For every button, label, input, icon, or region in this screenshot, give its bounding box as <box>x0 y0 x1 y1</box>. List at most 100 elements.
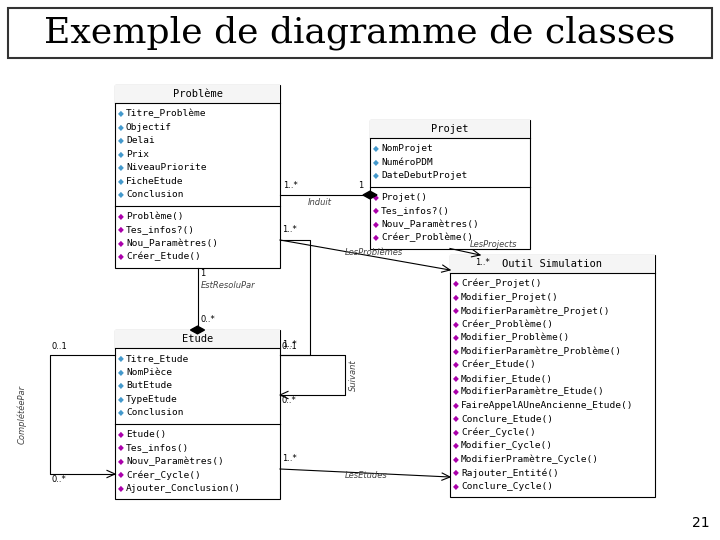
Text: Nou_Paramètres(): Nou_Paramètres() <box>126 239 218 248</box>
Text: Problème(): Problème() <box>126 212 184 221</box>
Text: Tes_infos(): Tes_infos() <box>126 443 189 453</box>
Text: ModifierParamètre_Etude(): ModifierParamètre_Etude() <box>461 387 605 396</box>
Text: ◆: ◆ <box>118 212 124 221</box>
Text: ◆: ◆ <box>373 233 379 242</box>
Text: Objectif: Objectif <box>126 123 172 132</box>
Text: 1..*: 1..* <box>475 258 490 267</box>
Text: Tes_infos?(): Tes_infos?() <box>381 206 450 215</box>
Text: ModifierPramètre_Cycle(): ModifierPramètre_Cycle() <box>461 455 599 464</box>
Text: ◆: ◆ <box>118 408 124 417</box>
Text: ◆: ◆ <box>118 252 124 261</box>
Text: NiveauPriorite: NiveauPriorite <box>126 163 207 172</box>
Text: Rajouter_Entité(): Rajouter_Entité() <box>461 468 559 477</box>
Text: ◆: ◆ <box>453 441 459 450</box>
Text: ◆: ◆ <box>453 333 459 342</box>
Text: 0..1: 0..1 <box>282 342 298 351</box>
Text: ◆: ◆ <box>453 482 459 491</box>
Bar <box>115 330 280 499</box>
Text: 0..*: 0..* <box>282 396 297 405</box>
Text: Créer_Problème(): Créer_Problème() <box>381 233 473 242</box>
Text: LesProjects: LesProjects <box>470 240 518 249</box>
Text: Exemple de diagramme de classes: Exemple de diagramme de classes <box>45 16 675 50</box>
Text: 1: 1 <box>200 268 206 278</box>
Text: 0..1: 0..1 <box>52 342 68 351</box>
Text: ◆: ◆ <box>453 428 459 437</box>
Text: ◆: ◆ <box>118 239 124 248</box>
Text: 21: 21 <box>693 516 710 530</box>
Text: ◆: ◆ <box>453 306 459 315</box>
Text: ◆: ◆ <box>118 430 124 438</box>
Text: ◆: ◆ <box>118 395 124 404</box>
Text: ◆: ◆ <box>453 374 459 383</box>
Text: Problème: Problème <box>173 89 222 99</box>
Text: ◆: ◆ <box>118 368 124 377</box>
Bar <box>370 120 530 138</box>
Text: Modifier_Problème(): Modifier_Problème() <box>461 333 570 342</box>
Bar <box>8 8 712 58</box>
Bar <box>450 255 655 273</box>
Text: Modifier_Etude(): Modifier_Etude() <box>461 374 553 383</box>
Text: 0..*: 0..* <box>52 475 67 484</box>
Polygon shape <box>363 191 377 199</box>
Text: 1..*: 1..* <box>282 454 297 463</box>
Text: Créer_Etude(): Créer_Etude() <box>126 252 201 261</box>
Text: ComplétéePar: ComplétéePar <box>17 385 27 444</box>
Text: Nouv_Paramètres(): Nouv_Paramètres() <box>126 456 224 466</box>
Text: 1: 1 <box>358 181 364 190</box>
Text: ModifierParamètre_Problème(): ModifierParamètre_Problème() <box>461 347 622 356</box>
Text: ◆: ◆ <box>453 347 459 356</box>
Text: ModifierParamètre_Projet(): ModifierParamètre_Projet() <box>461 306 611 315</box>
Text: Créer_Cycle(): Créer_Cycle() <box>461 428 536 437</box>
Text: ◆: ◆ <box>453 279 459 288</box>
Text: ◆: ◆ <box>118 484 124 492</box>
Text: Créer_Problème(): Créer_Problème() <box>461 320 553 329</box>
Text: NomProjet: NomProjet <box>381 144 433 153</box>
Text: Titre_Problème: Titre_Problème <box>126 109 207 118</box>
Text: ◆: ◆ <box>118 381 124 390</box>
Text: Ajouter_Conclusion(): Ajouter_Conclusion() <box>126 484 241 492</box>
Text: ◆: ◆ <box>453 360 459 369</box>
Bar <box>115 85 280 267</box>
Text: ◆: ◆ <box>453 293 459 302</box>
Text: 0..*: 0..* <box>200 315 215 324</box>
Text: ◆: ◆ <box>118 470 124 480</box>
Bar <box>115 330 280 348</box>
Text: ◆: ◆ <box>118 109 124 118</box>
Text: Nouv_Paramètres(): Nouv_Paramètres() <box>381 220 479 229</box>
Text: ◆: ◆ <box>373 158 379 167</box>
Text: Etude(): Etude() <box>126 430 166 438</box>
Text: ◆: ◆ <box>373 171 379 180</box>
Text: ◆: ◆ <box>373 206 379 215</box>
Text: ◆: ◆ <box>118 136 124 145</box>
Text: Modifier_Projet(): Modifier_Projet() <box>461 293 559 302</box>
Text: ◆: ◆ <box>118 190 124 199</box>
Text: Créer_Etude(): Créer_Etude() <box>461 360 536 369</box>
Bar <box>450 255 655 497</box>
Text: NomPièce: NomPièce <box>126 368 172 377</box>
Text: ◆: ◆ <box>453 455 459 464</box>
Text: 1..*: 1..* <box>283 181 298 190</box>
Text: Créer_Cycle(): Créer_Cycle() <box>126 470 201 480</box>
Text: LesEtudes: LesEtudes <box>345 471 388 480</box>
Text: DateDebutProjet: DateDebutProjet <box>381 171 467 180</box>
Text: ◆: ◆ <box>453 414 459 423</box>
Text: EstResoluPar: EstResoluPar <box>200 280 255 289</box>
Text: ◆: ◆ <box>373 193 379 202</box>
Text: 1..*: 1..* <box>282 225 297 234</box>
Text: FicheEtude: FicheEtude <box>126 177 184 186</box>
Text: Prix: Prix <box>126 150 149 159</box>
Bar <box>115 85 280 103</box>
Text: ◆: ◆ <box>118 225 124 234</box>
Text: LesProblèmes: LesProblèmes <box>345 248 403 257</box>
Text: Conclure_Etude(): Conclure_Etude() <box>461 414 553 423</box>
Text: FaireAppelAUneAncienne_Etude(): FaireAppelAUneAncienne_Etude() <box>461 401 634 410</box>
Text: TypeEtude: TypeEtude <box>126 395 178 404</box>
Text: Projet: Projet <box>431 124 469 134</box>
Text: Projet(): Projet() <box>381 193 427 202</box>
Text: Suivant: Suivant <box>348 359 358 391</box>
Polygon shape <box>191 326 204 334</box>
Text: Delai: Delai <box>126 136 155 145</box>
Bar <box>370 120 530 248</box>
Text: Etude: Etude <box>182 334 213 344</box>
Text: Conclusion: Conclusion <box>126 408 184 417</box>
